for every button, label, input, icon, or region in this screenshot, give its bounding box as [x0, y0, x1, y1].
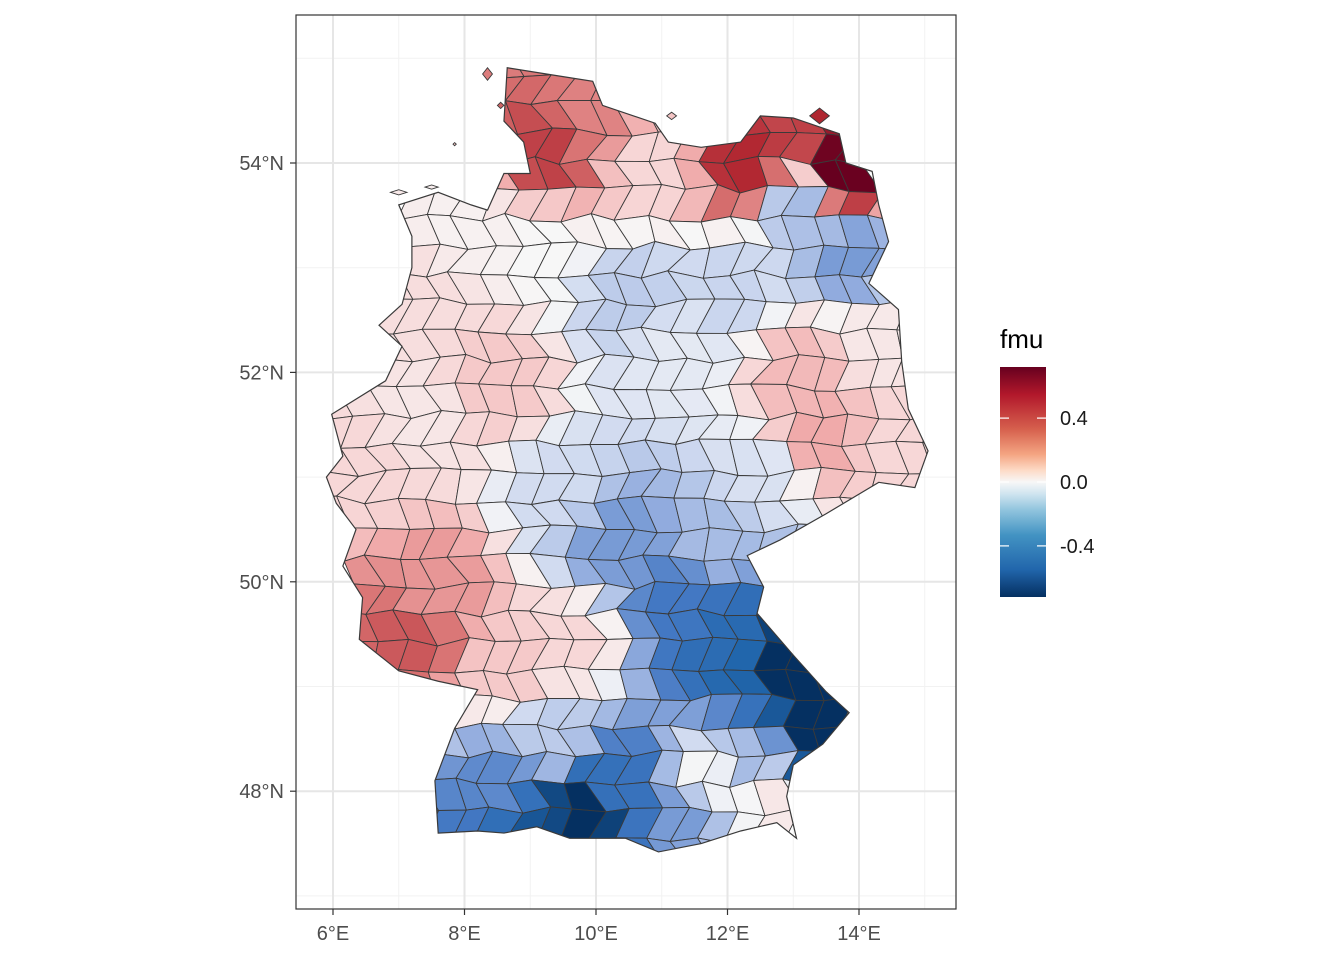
- y-tick-label: 54°N: [239, 153, 284, 175]
- y-tick-label: 48°N: [239, 781, 284, 803]
- island-region: [496, 101, 505, 110]
- island-region: [665, 111, 678, 121]
- y-axis: 54°N 52°N 50°N 48°N: [239, 153, 296, 803]
- island-region: [808, 107, 831, 125]
- y-tick-label: 50°N: [239, 572, 284, 594]
- district-region: [669, 837, 716, 852]
- x-axis: 6°E 8°E 10°E 12°E 14°E: [317, 909, 881, 945]
- x-tick-label: 12°E: [706, 923, 750, 945]
- x-tick-label: 14°E: [837, 923, 881, 945]
- legend-tick-label: 0.4: [1060, 408, 1088, 430]
- legend-tick-label: -0.4: [1060, 536, 1094, 558]
- country-outline: [325, 66, 929, 853]
- y-tick-label: 52°N: [239, 362, 284, 384]
- island-region: [423, 184, 440, 190]
- island-region: [452, 141, 457, 147]
- legend-tick-label: 0.0: [1060, 472, 1088, 494]
- island-region: [389, 189, 409, 196]
- germany-border: [325, 67, 929, 853]
- x-tick-label: 6°E: [317, 923, 349, 945]
- legend: fmu 0.4 0.0 -0.4: [1000, 324, 1094, 597]
- legend-ticks: 0.4 0.0 -0.4: [1000, 408, 1094, 558]
- plot-panel-border: [295, 14, 957, 910]
- island-region: [482, 66, 494, 82]
- district-region: [646, 837, 690, 852]
- x-tick-label: 8°E: [448, 923, 480, 945]
- x-tick-label: 10°E: [574, 923, 618, 945]
- legend-title: fmu: [1000, 324, 1043, 354]
